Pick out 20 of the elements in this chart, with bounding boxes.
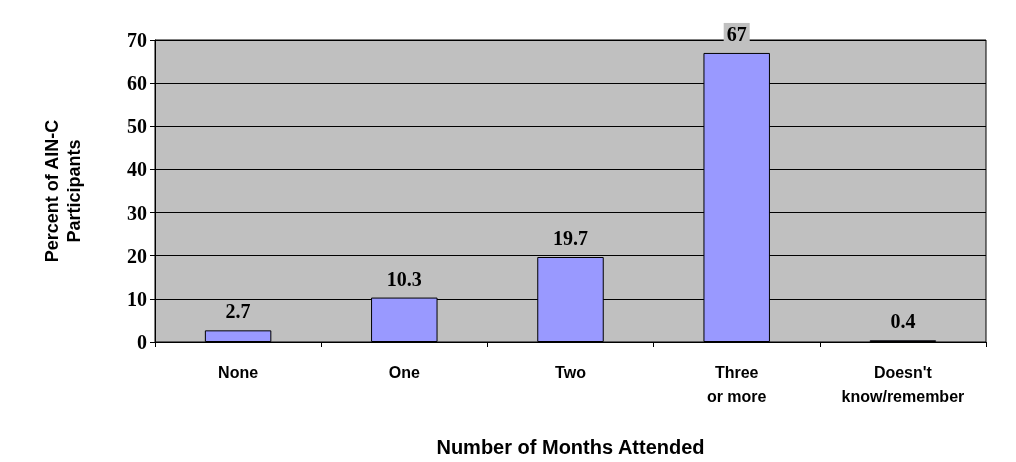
- data-label: 10.3: [386, 267, 422, 290]
- y-tick-label: 30: [127, 201, 147, 224]
- y-tick-label: 10: [127, 287, 147, 310]
- y-tick-label: 60: [127, 72, 147, 95]
- x-tick-label: Three or more: [706, 363, 767, 405]
- data-label: 19.7: [553, 227, 588, 250]
- x-tick-label: One: [388, 363, 420, 381]
- data-label: 2.7: [225, 300, 251, 323]
- x-tick-label: Two: [555, 363, 587, 381]
- x-tick-label: Doesn't know/remember: [841, 363, 965, 405]
- y-tick-label: 20: [127, 244, 147, 267]
- y-tick-label: 70: [127, 29, 147, 51]
- y-tick-label: 0: [137, 331, 147, 353]
- x-tick-label: None: [218, 363, 259, 381]
- y-tick-label: 40: [127, 158, 147, 181]
- y-axis-title: Percent of AIN-C Participants: [42, 119, 84, 263]
- y-tick-label: 50: [127, 115, 147, 138]
- data-label: 0.4: [890, 310, 916, 333]
- data-label: 67: [726, 22, 747, 45]
- x-axis-title: Number of Months Attended: [436, 436, 705, 458]
